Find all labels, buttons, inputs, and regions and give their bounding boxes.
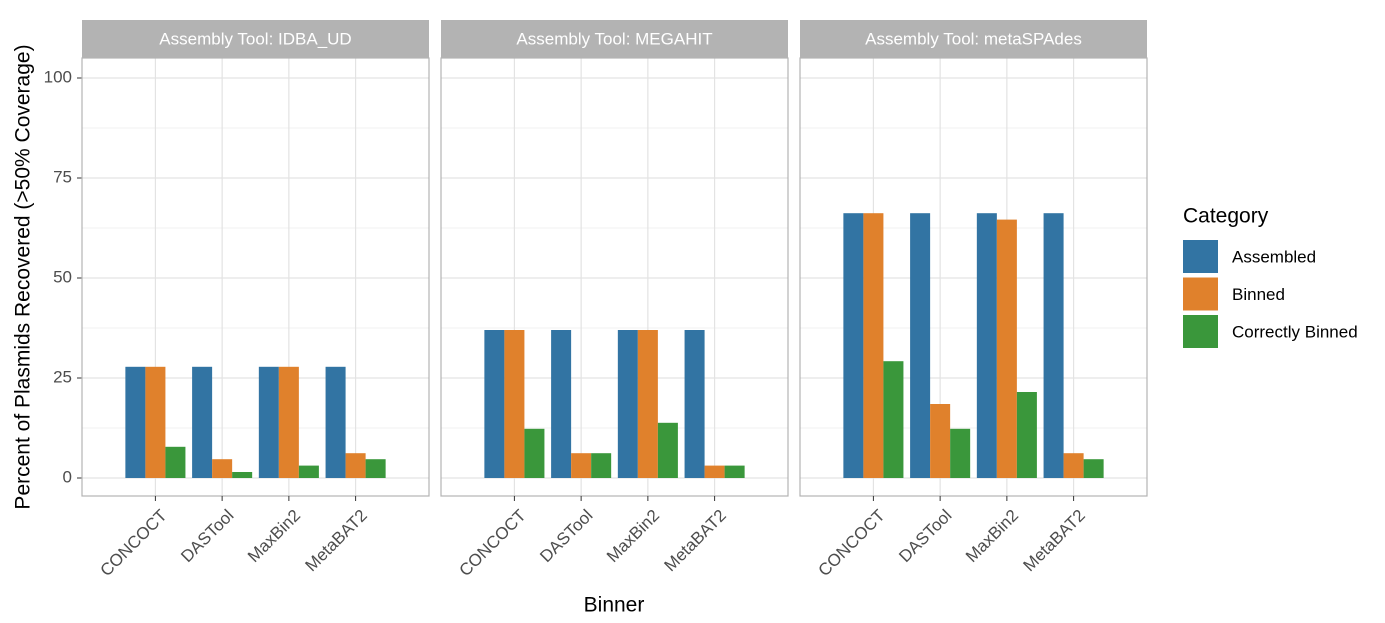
x-tick-label: MaxBin2	[962, 506, 1022, 566]
bar	[1083, 459, 1104, 478]
facet-strip	[441, 20, 788, 58]
facet-title: Assembly Tool: metaSPAdes	[865, 29, 1082, 48]
legend-label: Correctly Binned	[1232, 322, 1358, 341]
bar	[883, 361, 904, 478]
bar	[843, 213, 864, 478]
x-tick-label: CONCOCT	[97, 506, 171, 580]
x-axis-label: Binner	[584, 594, 645, 617]
bar	[551, 330, 572, 478]
bar	[930, 404, 951, 478]
y-tick-label: 50	[53, 267, 72, 286]
y-tick-label: 100	[44, 67, 72, 86]
bar	[524, 428, 545, 478]
x-tick-label: MaxBin2	[244, 506, 304, 566]
bar	[484, 330, 505, 478]
bar	[125, 366, 146, 478]
bar	[278, 366, 299, 478]
y-tick-label: 0	[63, 467, 72, 486]
facet-title: Assembly Tool: IDBA_UD	[159, 29, 351, 48]
facet-strip	[800, 20, 1147, 58]
bar	[571, 453, 592, 478]
bar	[910, 213, 931, 478]
bar	[258, 366, 279, 478]
x-tick-label: CONCOCT	[456, 506, 530, 580]
bar	[637, 330, 658, 478]
panel-border	[440, 57, 789, 497]
bar	[950, 428, 971, 478]
bar	[591, 453, 612, 478]
legend-key	[1183, 240, 1218, 273]
legend-title: Category	[1183, 205, 1269, 228]
bar	[617, 330, 638, 478]
x-tick-label: DASTool	[536, 506, 596, 566]
x-tick-label: MaxBin2	[603, 506, 663, 566]
y-axis-label: Percent of Plasmids Recovered (>50% Cove…	[12, 44, 35, 509]
facet-title: Assembly Tool: MEGAHIT	[516, 29, 712, 48]
bar	[365, 459, 386, 478]
panel-border	[81, 57, 430, 497]
bar	[145, 366, 166, 478]
bar	[325, 366, 346, 478]
facet-strip	[82, 20, 429, 58]
bar	[996, 219, 1017, 478]
x-tick-label: MetaBAT2	[302, 506, 371, 575]
legend-key	[1183, 315, 1218, 348]
bar	[657, 422, 678, 478]
legend-key	[1183, 277, 1218, 311]
panel-border	[799, 57, 1148, 497]
legend-label: Assembled	[1232, 247, 1316, 266]
bar	[684, 330, 705, 478]
bar	[165, 446, 186, 478]
bar	[1043, 213, 1064, 478]
x-tick-label: MetaBAT2	[1020, 506, 1089, 575]
bar	[232, 472, 253, 478]
bar	[724, 465, 745, 478]
x-tick-label: DASTool	[895, 506, 955, 566]
bar	[863, 213, 884, 478]
bar	[298, 465, 319, 478]
bar	[192, 366, 213, 478]
x-tick-label: DASTool	[177, 506, 237, 566]
y-tick-label: 75	[53, 167, 72, 186]
bar	[976, 213, 997, 478]
bar	[704, 465, 725, 478]
bar	[1016, 392, 1037, 478]
bar	[504, 330, 525, 478]
bar	[1063, 453, 1084, 478]
bar	[345, 453, 366, 478]
y-tick-label: 25	[53, 367, 72, 386]
bar	[212, 459, 233, 478]
legend-label: Binned	[1232, 285, 1285, 304]
x-tick-label: MetaBAT2	[661, 506, 730, 575]
x-tick-label: CONCOCT	[815, 506, 889, 580]
